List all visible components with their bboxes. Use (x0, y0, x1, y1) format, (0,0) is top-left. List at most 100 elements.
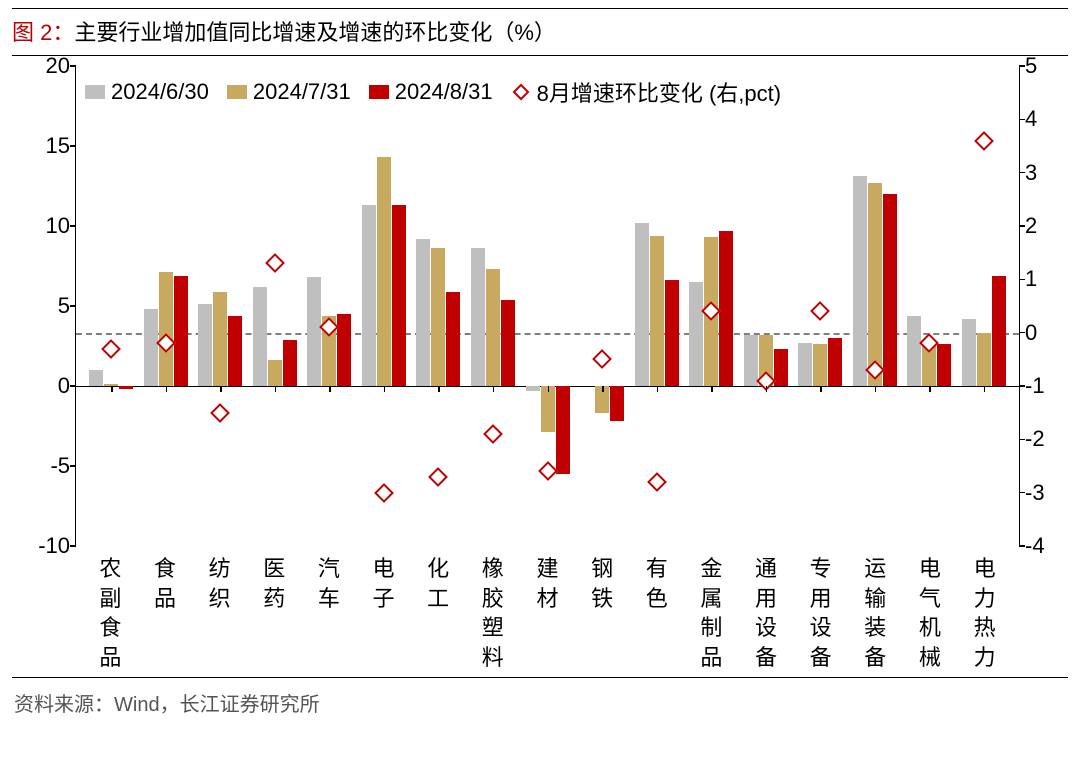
x-tick-mark (904, 386, 955, 392)
bar (283, 340, 297, 386)
diamond-marker (210, 403, 230, 423)
bar (744, 335, 758, 386)
chart: 2024/6/30 2024/7/31 2024/8/31 8月增速环比变化 (右,p… (15, 66, 1065, 673)
category-group (304, 66, 355, 546)
bar (635, 223, 649, 386)
bar (813, 344, 827, 386)
category-group (740, 66, 791, 546)
y-left-tick-mark (70, 145, 76, 147)
x-axis-label: 橡胶塑料 (467, 554, 518, 673)
category-group (959, 66, 1010, 546)
category-group (413, 66, 464, 546)
y-right-tick-label: 3 (1025, 160, 1037, 186)
y-right-tick-mark (1019, 492, 1025, 494)
x-tick-mark (686, 386, 737, 392)
bar (501, 300, 515, 386)
x-tick-marks (76, 386, 1019, 392)
plot-area: -10-505101520 -4-3-2-1012345 (75, 66, 1020, 546)
legend-label: 2024/7/31 (253, 79, 351, 105)
figure-label: 图 2： (12, 20, 74, 45)
bar (471, 248, 485, 386)
figure-title: 主要行业增加值同比增速及增速的环比变化（%） (74, 20, 556, 45)
y-right-tick-label: 0 (1025, 320, 1037, 346)
x-tick-mark (631, 386, 682, 392)
bar (689, 282, 703, 386)
y-left-tick-label: -10 (38, 533, 70, 559)
bar (268, 360, 282, 386)
x-axis-label: 电力热力 (959, 554, 1010, 673)
bar (337, 314, 351, 386)
legend-swatch (369, 85, 389, 99)
legend-swatch (85, 85, 105, 99)
bar (937, 344, 951, 386)
bar (174, 276, 188, 386)
legend-label: 8月增速环比变化 (右,pct) (537, 76, 781, 108)
y-right-tick-mark (1019, 119, 1025, 121)
y-right-tick-mark (1019, 545, 1025, 547)
y-right-tick-mark (1019, 172, 1025, 174)
y-left-tick-label: 5 (58, 293, 70, 319)
y-left-tick-mark (70, 305, 76, 307)
y-right-tick-mark (1019, 439, 1025, 441)
diamond-marker (810, 301, 830, 321)
y-left-tick-label: 15 (46, 133, 70, 159)
bar (377, 157, 391, 386)
diamond-marker (538, 461, 558, 481)
y-left-tick-label: 20 (46, 53, 70, 79)
y-right-tick-label: 1 (1025, 266, 1037, 292)
category-group (195, 66, 246, 546)
y-right-tick-label: 4 (1025, 106, 1037, 132)
bar (446, 292, 460, 386)
bar (213, 292, 227, 386)
category-group (522, 66, 573, 546)
diamond-marker (592, 349, 612, 369)
x-axis-label: 建材 (522, 554, 573, 673)
category-group (468, 66, 519, 546)
legend-item: 2024/6/30 (85, 79, 209, 105)
x-tick-mark (86, 386, 137, 392)
diamond-marker (374, 483, 394, 503)
bar (307, 277, 321, 386)
x-axis-label: 钢铁 (577, 554, 628, 673)
y-right-tick-label: -4 (1025, 533, 1045, 559)
diamond-marker (265, 253, 285, 273)
x-axis-label: 食品 (140, 554, 191, 673)
diamond-marker (483, 424, 503, 444)
x-axis-label: 农副食品 (85, 554, 136, 673)
category-group (686, 66, 737, 546)
legend-label: 2024/6/30 (111, 79, 209, 105)
figure-container: 图 2：主要行业增加值同比增速及增速的环比变化（%） 2024/6/302024… (0, 0, 1080, 725)
bar (253, 287, 267, 386)
x-axis-label: 电子 (358, 554, 409, 673)
legend-item: 2024/8/31 (369, 79, 493, 105)
source-text: Wind，长江证券研究所 (114, 694, 320, 716)
source-row: 资料来源：Wind，长江证券研究所 (12, 678, 1068, 717)
figure-title-row: 图 2：主要行业增加值同比增速及增速的环比变化（%） (12, 8, 1068, 56)
legend: 2024/6/30 2024/7/31 2024/8/31 8月增速环比变化 (右,p… (85, 76, 1015, 108)
x-axis-label: 有色 (631, 554, 682, 673)
y-right-tick-label: -1 (1025, 373, 1045, 399)
y-left-tick-mark (70, 225, 76, 227)
bar (992, 276, 1006, 386)
x-axis-labels: 农副食品食品纺织医药汽车电子化工橡胶塑料建材钢铁有色金属制品通用设备专用设备运输… (75, 546, 1020, 673)
category-group (141, 66, 192, 546)
x-tick-mark (522, 386, 573, 392)
x-tick-mark (577, 386, 628, 392)
y-left-tick-label: 0 (58, 373, 70, 399)
legend-item: 2024/7/31 (227, 79, 351, 105)
legend-diamond-icon (512, 84, 529, 101)
bar (228, 316, 242, 386)
y-left-tick-mark (70, 545, 76, 547)
x-axis-label: 电气机械 (905, 554, 956, 673)
bar (362, 205, 376, 386)
bar (541, 386, 555, 432)
bar (650, 236, 664, 386)
y-right-tick-mark (1019, 385, 1025, 387)
y-left-tick-label: -5 (50, 453, 70, 479)
bar (828, 338, 842, 386)
bars-container (76, 66, 1019, 546)
category-group (795, 66, 846, 546)
bar (431, 248, 445, 386)
y-right-tick-label: -3 (1025, 480, 1045, 506)
x-tick-mark (250, 386, 301, 392)
